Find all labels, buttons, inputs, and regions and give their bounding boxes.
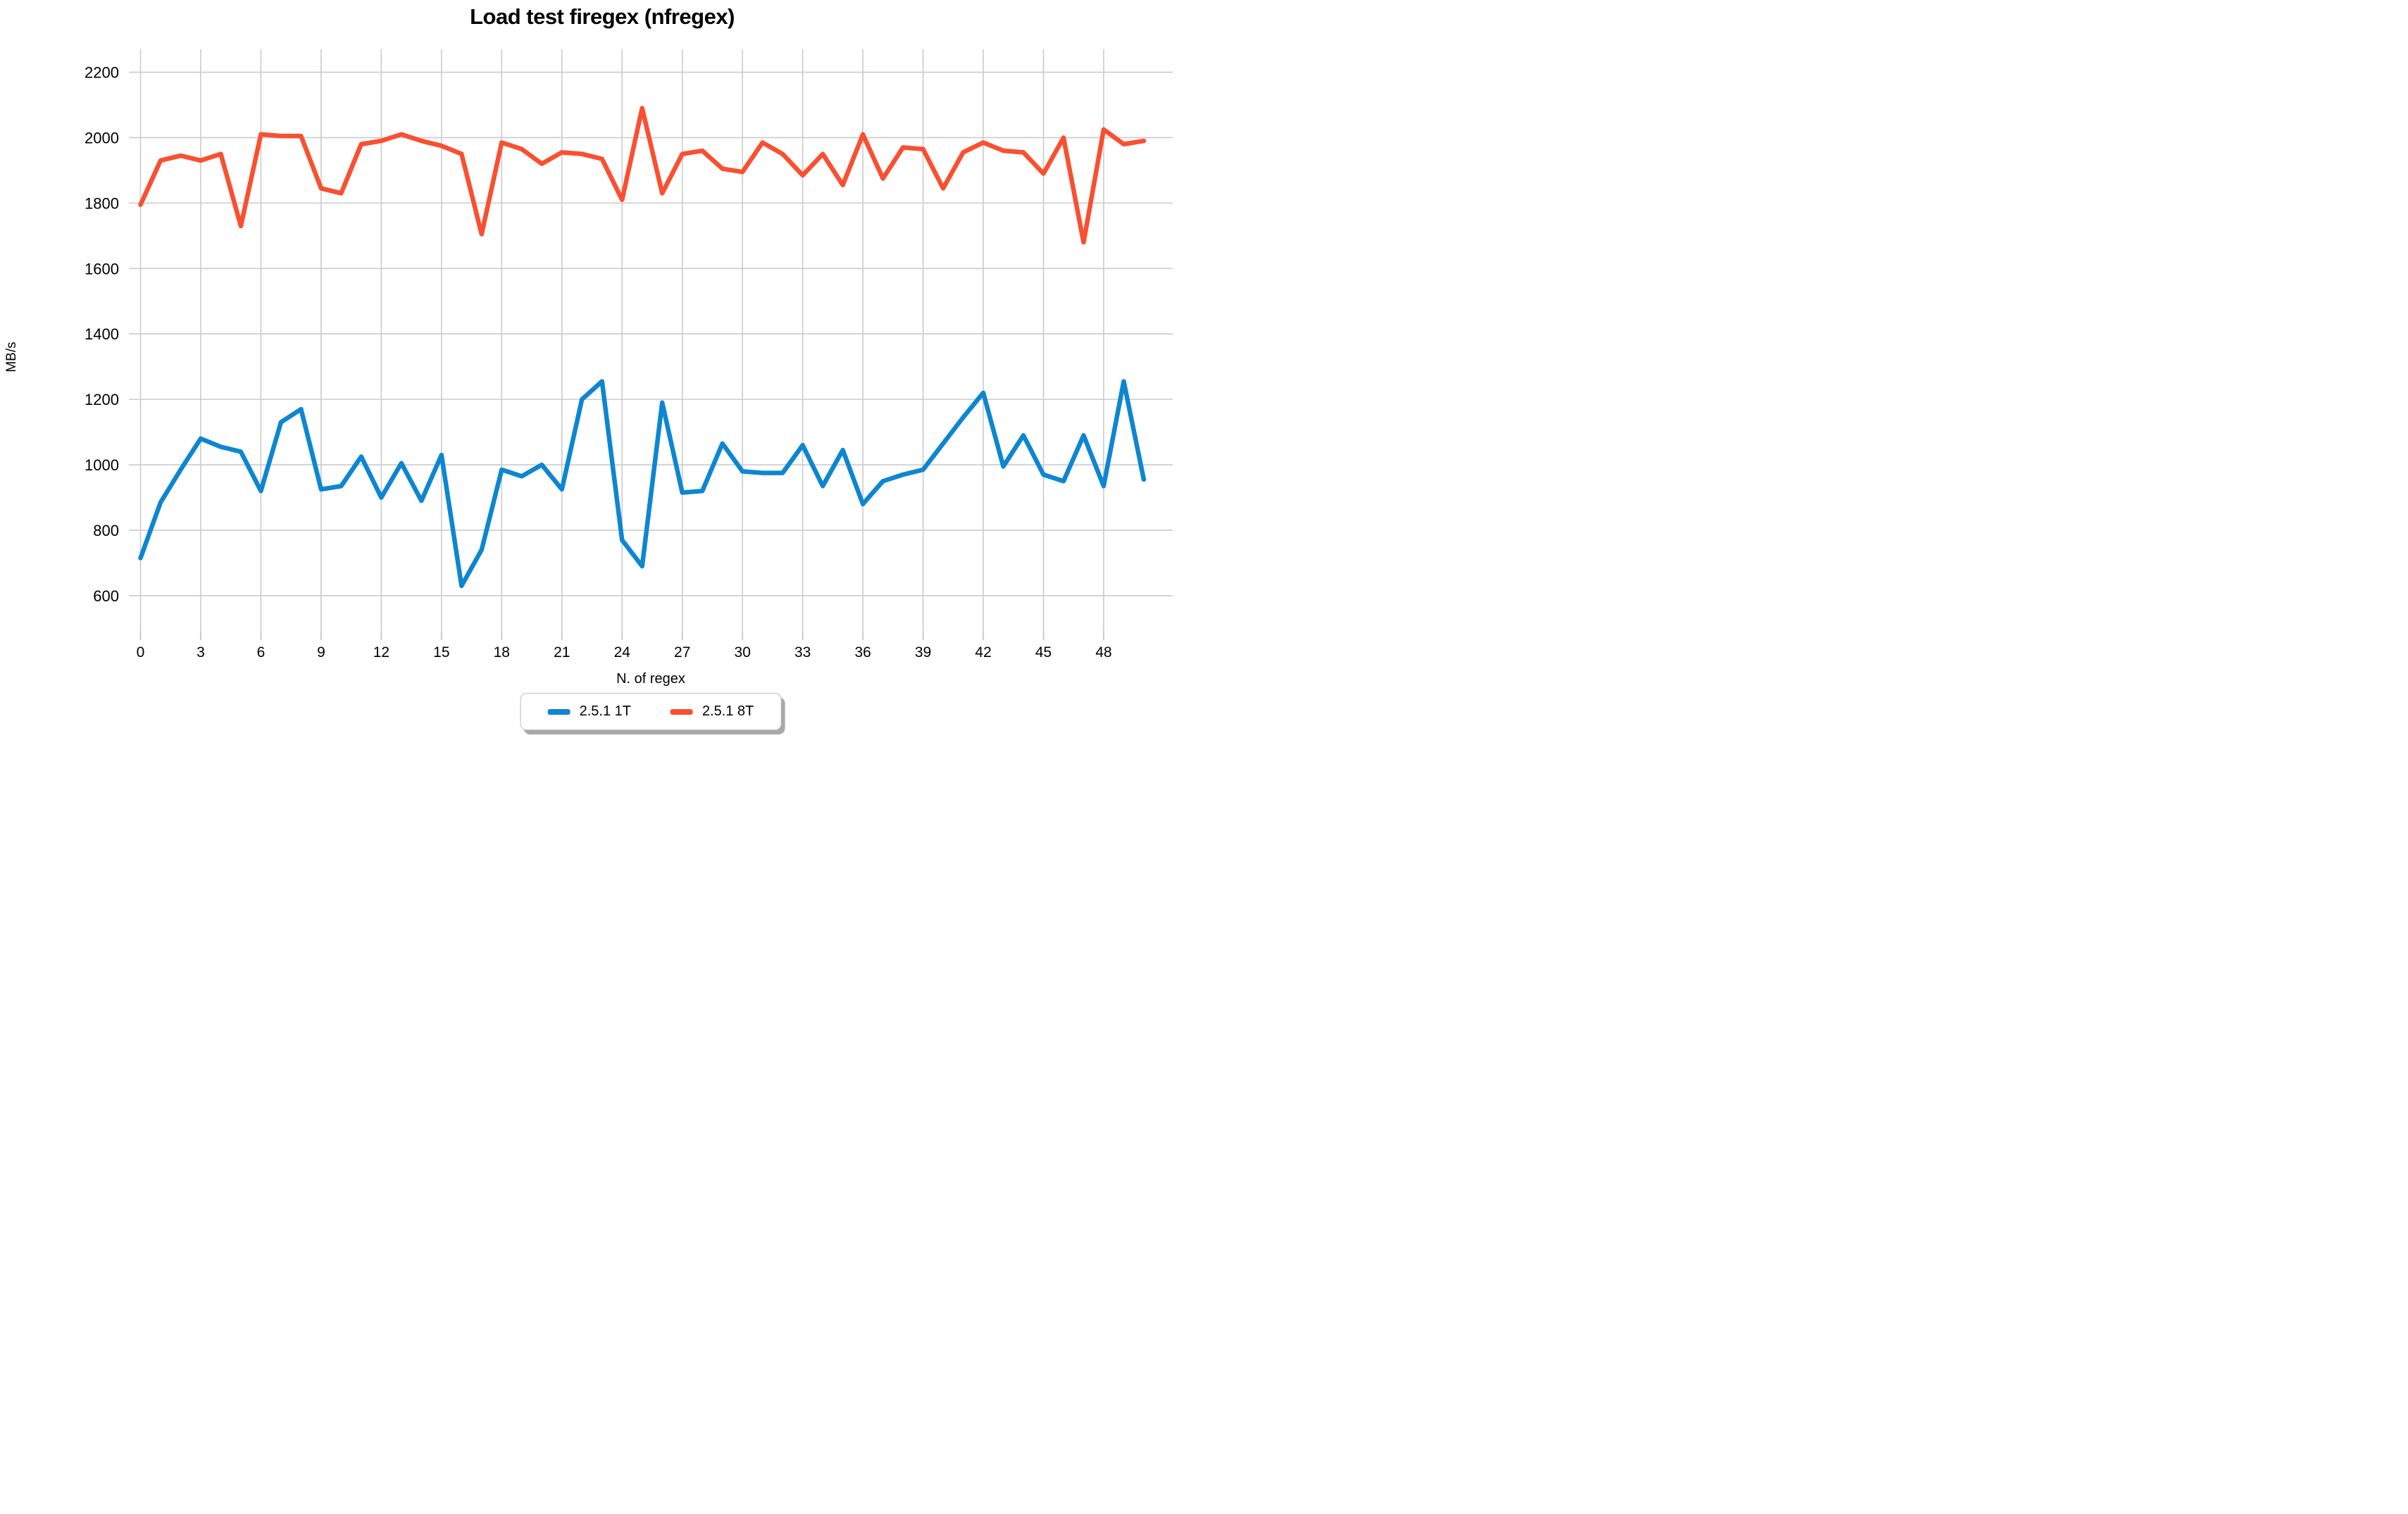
svg-text:2000: 2000 xyxy=(85,129,119,146)
legend-item-8t: 2.5.1 8T xyxy=(670,703,754,720)
svg-text:36: 36 xyxy=(854,644,871,661)
chart-figure: Load test firegex (nfregex) MB/s 0 3 6 9 12 1… xyxy=(0,0,1204,757)
svg-text:1200: 1200 xyxy=(85,391,119,408)
svg-text:33: 33 xyxy=(794,644,811,661)
svg-text:45: 45 xyxy=(1035,644,1052,661)
svg-text:24: 24 xyxy=(614,644,631,661)
svg-text:18: 18 xyxy=(494,644,510,661)
svg-text:600: 600 xyxy=(93,587,119,605)
svg-text:1000: 1000 xyxy=(85,456,119,474)
svg-text:1600: 1600 xyxy=(85,260,119,277)
svg-text:39: 39 xyxy=(915,644,931,661)
legend-item-1t: 2.5.1 1T xyxy=(547,703,631,720)
legend-swatch-8t-icon xyxy=(670,708,693,715)
svg-text:2200: 2200 xyxy=(85,64,119,82)
plot-area: 0 3 6 9 12 15 18 21 24 27 30 33 36 39 42 45 486008001000… xyxy=(85,49,1173,661)
legend-swatch-1t-icon xyxy=(547,708,570,715)
svg-text:12: 12 xyxy=(373,644,389,661)
svg-text:30: 30 xyxy=(735,644,751,661)
x-axis-label: N. of regex xyxy=(616,671,685,687)
legend: 2.5.1 1T 2.5.1 8T xyxy=(520,693,782,730)
chart-title: Load test firegex (nfregex) xyxy=(470,4,735,29)
svg-text:1400: 1400 xyxy=(85,325,119,343)
svg-text:21: 21 xyxy=(554,644,570,661)
svg-text:27: 27 xyxy=(674,644,690,661)
svg-text:3: 3 xyxy=(196,644,205,661)
svg-text:15: 15 xyxy=(433,644,449,661)
svg-text:48: 48 xyxy=(1095,644,1111,661)
svg-text:42: 42 xyxy=(975,644,991,661)
svg-text:1800: 1800 xyxy=(85,194,119,212)
legend-label-1t: 2.5.1 1T xyxy=(579,703,631,719)
legend-label-8t: 2.5.1 8T xyxy=(702,703,754,719)
svg-text:0: 0 xyxy=(137,644,145,661)
svg-text:9: 9 xyxy=(317,644,325,661)
svg-text:800: 800 xyxy=(93,522,119,539)
svg-text:6: 6 xyxy=(257,644,266,661)
